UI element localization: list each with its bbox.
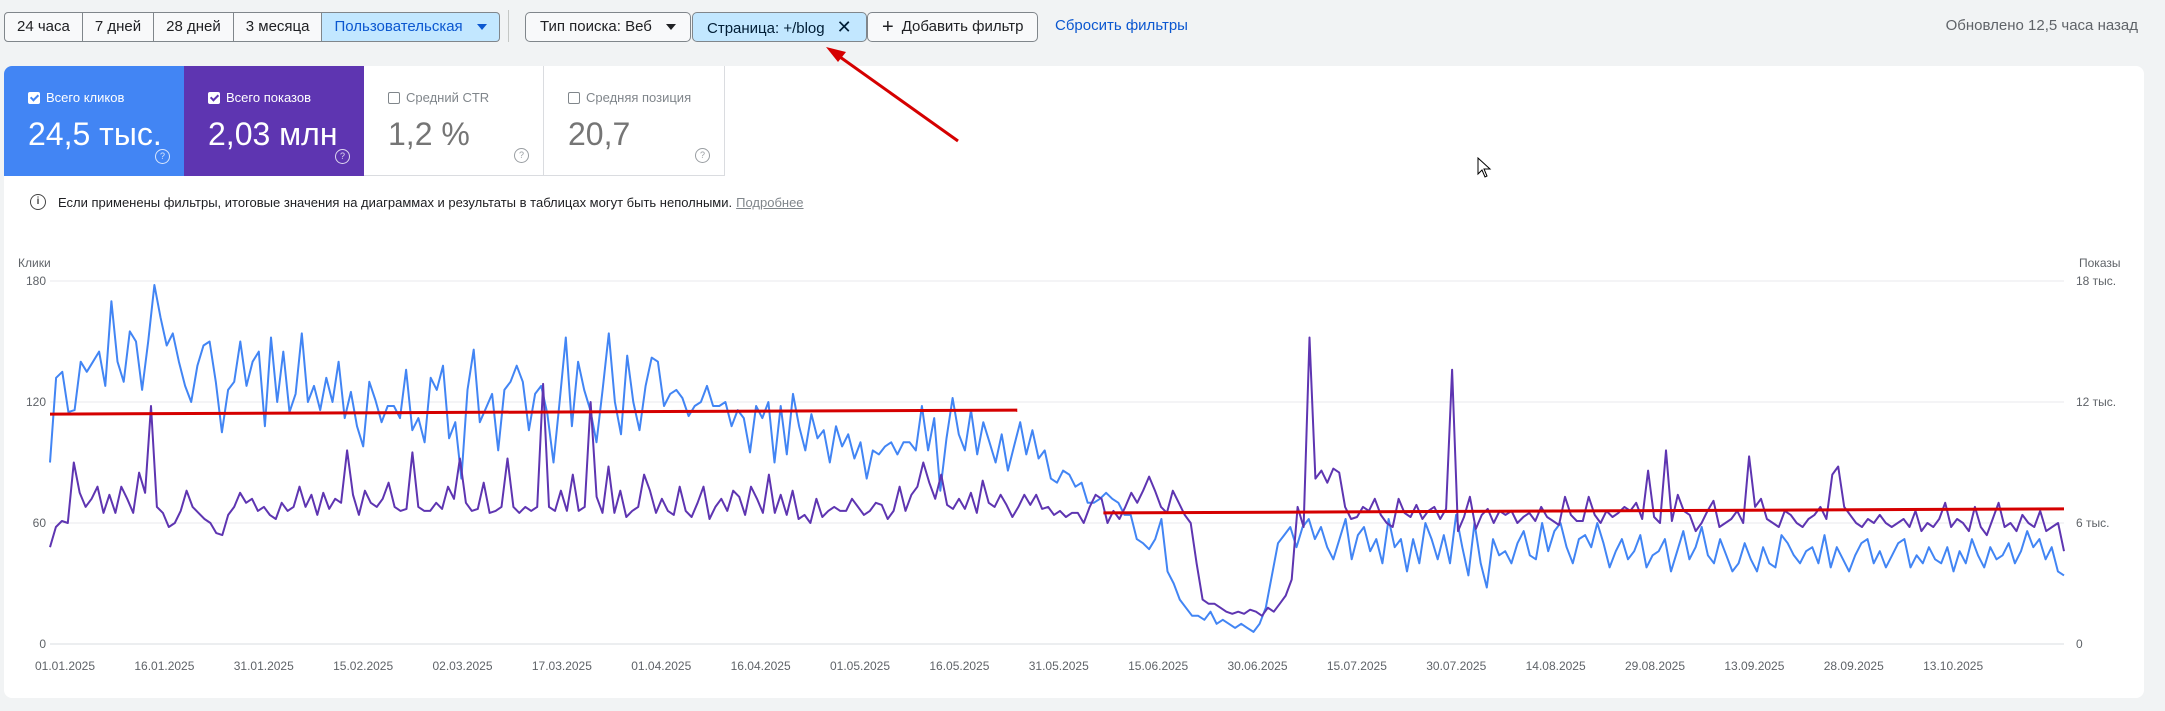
checkbox-icon[interactable] bbox=[568, 91, 580, 104]
metric-ctr[interactable]: Средний CTR 1,2 % ? bbox=[364, 66, 544, 176]
metric-clicks-label: Всего кликов bbox=[46, 90, 125, 105]
metric-impressions-label: Всего показов bbox=[226, 90, 311, 105]
help-icon[interactable]: ? bbox=[155, 149, 170, 164]
range-28d[interactable]: 28 дней bbox=[154, 12, 234, 42]
y-left-tick-label: 0 bbox=[39, 637, 46, 651]
x-tick-label: 16.05.2025 bbox=[929, 659, 989, 673]
x-tick-label: 15.07.2025 bbox=[1327, 659, 1387, 673]
clicks-series-line bbox=[49, 284, 2065, 633]
metric-clicks-value: 24,5 тыс. bbox=[28, 116, 162, 152]
page-filter-label: Страница: +/blog bbox=[707, 20, 825, 37]
add-filter-button[interactable]: + Добавить фильтр bbox=[867, 12, 1039, 42]
metric-ctr-value: 1,2 % bbox=[388, 116, 470, 152]
plus-icon: + bbox=[882, 16, 894, 38]
chevron-down-icon bbox=[665, 24, 676, 31]
x-tick-label: 15.06.2025 bbox=[1128, 659, 1188, 673]
x-tick-label: 14.08.2025 bbox=[1526, 659, 1586, 673]
x-tick-label: 16.04.2025 bbox=[731, 659, 791, 673]
performance-card: Всего кликов 24,5 тыс. ? Всего показов 2… bbox=[4, 66, 2144, 698]
search-type-filter[interactable]: Тип поиска: Веб bbox=[525, 12, 691, 42]
reset-filters-link[interactable]: Сбросить фильтры bbox=[1055, 17, 1188, 34]
metric-position-value: 20,7 bbox=[568, 116, 631, 152]
search-type-label: Тип поиска: Веб bbox=[540, 18, 652, 35]
checkbox-icon[interactable] bbox=[28, 91, 40, 104]
range-custom[interactable]: Пользовательская bbox=[322, 12, 500, 42]
metric-position-label-row: Средняя позиция bbox=[568, 90, 691, 105]
x-tick-label: 01.01.2025 bbox=[35, 659, 95, 673]
x-tick-label: 13.09.2025 bbox=[1724, 659, 1784, 673]
info-icon: i bbox=[30, 194, 46, 210]
metric-impressions[interactable]: Всего показов 2,03 млн ? bbox=[184, 66, 364, 176]
x-tick-label: 01.05.2025 bbox=[830, 659, 890, 673]
metric-ctr-label-row: Средний CTR bbox=[388, 90, 489, 105]
help-icon[interactable]: ? bbox=[695, 148, 710, 163]
x-tick-label: 31.05.2025 bbox=[1029, 659, 1089, 673]
last-updated-text: Обновлено 12,5 часа назад bbox=[1945, 17, 2138, 34]
trend-line bbox=[49, 408, 1018, 416]
x-tick-label: 30.07.2025 bbox=[1426, 659, 1486, 673]
filter-bar: 24 часа 7 дней 28 дней 3 месяца Пользова… bbox=[0, 0, 2165, 54]
metric-impressions-value: 2,03 млн bbox=[208, 116, 338, 152]
x-tick-label: 29.08.2025 bbox=[1625, 659, 1685, 673]
x-tick-label: 30.06.2025 bbox=[1227, 659, 1287, 673]
date-range-selector: 24 часа 7 дней 28 дней 3 месяца Пользова… bbox=[4, 12, 500, 42]
trend-line bbox=[1103, 507, 2065, 515]
range-24h[interactable]: 24 часа bbox=[4, 12, 83, 42]
notice-text: Если применены фильтры, итоговые значени… bbox=[58, 194, 733, 210]
impressions-series-line bbox=[49, 336, 2065, 617]
annotation-arrow bbox=[832, 50, 959, 143]
x-tick-label: 31.01.2025 bbox=[234, 659, 294, 673]
metric-clicks[interactable]: Всего кликов 24,5 тыс. ? bbox=[4, 66, 184, 176]
metric-impressions-label-row: Всего показов bbox=[208, 90, 311, 105]
metric-position-label: Средняя позиция bbox=[586, 90, 692, 105]
x-tick-label: 17.03.2025 bbox=[532, 659, 592, 673]
y-right-tick-label: 18 тыс. bbox=[2076, 274, 2116, 288]
y-left-tick-label: 60 bbox=[33, 516, 47, 530]
metric-ctr-label: Средний CTR bbox=[406, 90, 490, 105]
y-right-tick-label: 12 тыс. bbox=[2076, 395, 2116, 409]
chart-grid bbox=[50, 280, 2064, 645]
toolbar-divider bbox=[508, 10, 509, 42]
help-icon[interactable]: ? bbox=[335, 149, 350, 164]
help-icon[interactable]: ? bbox=[514, 148, 529, 163]
mouse-cursor-icon bbox=[1477, 157, 1492, 178]
chart-annotations bbox=[49, 47, 2065, 515]
learn-more-link[interactable]: Подробнее bbox=[736, 194, 804, 210]
y-right-axis-label: Показы bbox=[2079, 256, 2120, 270]
x-tick-label: 28.09.2025 bbox=[1824, 659, 1884, 673]
x-tick-label: 13.10.2025 bbox=[1923, 659, 1983, 673]
checkbox-icon[interactable] bbox=[388, 91, 400, 104]
chart-series bbox=[49, 284, 2065, 633]
y-left-tick-label: 120 bbox=[26, 395, 46, 409]
range-7d[interactable]: 7 дней bbox=[82, 12, 155, 42]
range-custom-label: Пользовательская bbox=[334, 18, 463, 35]
close-icon[interactable]: ✕ bbox=[836, 17, 852, 37]
add-filter-label: Добавить фильтр bbox=[901, 18, 1024, 35]
filter-notice: i Если применены фильтры, итоговые значе… bbox=[30, 194, 804, 210]
annotation-arrowhead bbox=[826, 47, 846, 62]
metric-clicks-label-row: Всего кликов bbox=[28, 90, 124, 105]
y-left-axis-label: Клики bbox=[18, 256, 51, 270]
x-tick-label: 02.03.2025 bbox=[432, 659, 492, 673]
x-tick-label: 01.04.2025 bbox=[631, 659, 691, 673]
page-filter-chip[interactable]: Страница: +/blog ✕ bbox=[692, 12, 867, 42]
chevron-down-icon bbox=[476, 24, 487, 31]
y-right-tick-label: 6 тыс. bbox=[2076, 516, 2109, 530]
checkbox-icon[interactable] bbox=[208, 91, 220, 104]
range-3m[interactable]: 3 месяца bbox=[233, 12, 323, 42]
y-left-tick-label: 180 bbox=[26, 274, 46, 288]
metric-position[interactable]: Средняя позиция 20,7 ? bbox=[544, 66, 725, 176]
x-tick-label: 15.02.2025 bbox=[333, 659, 393, 673]
x-tick-label: 16.01.2025 bbox=[134, 659, 194, 673]
chart-labels: 0 0 60 6 тыс. 120 12 тыс. 180 18 тыс. Клики Показ… bbox=[18, 256, 2120, 673]
y-right-tick-label: 0 bbox=[2076, 637, 2083, 651]
